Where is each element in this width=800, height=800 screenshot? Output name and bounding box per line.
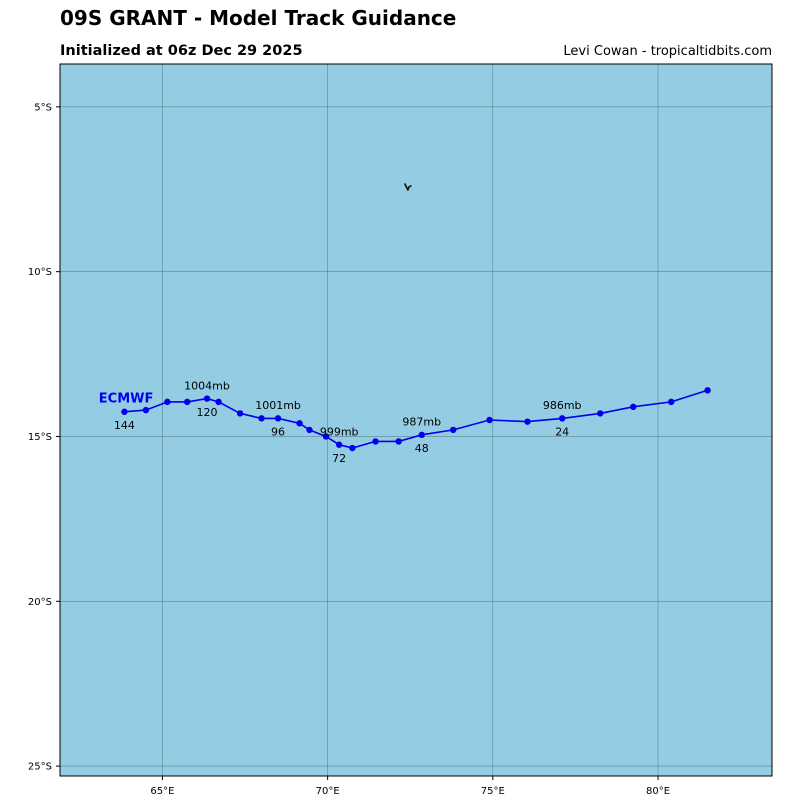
track-point — [558, 415, 566, 422]
island-coastline-icon — [404, 183, 412, 191]
track-point-label: 1004mb — [184, 379, 230, 392]
track-point — [236, 410, 244, 417]
track-point — [335, 441, 343, 448]
track-point — [704, 387, 711, 394]
track-point — [349, 444, 356, 452]
track-point-label: 96 — [271, 426, 285, 439]
lat-tick-label: 20°S — [28, 597, 52, 608]
track-point-label: 986mb — [543, 399, 582, 412]
track-point-label: 999mb — [320, 426, 359, 439]
track-point-label: 1001mb — [255, 399, 301, 412]
lat-tick-label: 5°S — [34, 102, 52, 113]
axis-ticks: 65°E 70°E 75°E 80°E 5°S 10°S 15°S 20°S 25°S — [28, 102, 670, 797]
chart-title: 09S GRANT - Model Track Guidance — [60, 6, 457, 30]
track-point-label: 987mb — [402, 416, 441, 429]
ocean-background — [60, 64, 772, 776]
lat-tick-label: 10°S — [28, 267, 52, 278]
track-point — [258, 415, 265, 422]
lon-tick-label: 70°E — [316, 786, 340, 797]
track-point — [395, 438, 402, 445]
track-layer: 986mb 24 987mb 48 999mb 72 1001mb 96 1004mb 120 14… — [99, 379, 711, 465]
track-point — [164, 398, 171, 406]
track-point — [372, 438, 379, 445]
track-point — [322, 433, 330, 440]
track-point — [668, 398, 675, 406]
init-time-subtitle: Initialized at 06z Dec 29 2025 — [60, 43, 303, 59]
lat-tick-label: 15°S — [28, 432, 52, 443]
track-point — [449, 426, 457, 434]
lat-tick-label: 25°S — [28, 762, 52, 773]
track-point-label: 72 — [332, 452, 346, 465]
track-point — [203, 395, 211, 402]
track-point-label: 144 — [114, 419, 135, 432]
track-point — [121, 408, 128, 415]
lon-tick-label: 80°E — [646, 786, 670, 797]
track-point — [215, 398, 222, 406]
track-point — [274, 415, 282, 422]
track-point — [524, 418, 531, 425]
track-point-label: 48 — [415, 442, 429, 455]
island-marker — [404, 183, 412, 191]
track-point-label: 120 — [197, 406, 218, 419]
track-point — [184, 398, 191, 406]
lon-tick-label: 65°E — [150, 786, 174, 797]
track-point — [142, 406, 150, 414]
track-point-label: 24 — [555, 426, 569, 439]
map-frame — [59, 63, 773, 777]
track-point — [306, 426, 313, 434]
track-point — [486, 416, 493, 424]
grid-lines — [60, 64, 772, 776]
credit-text: Levi Cowan - tropicaltidbits.com — [563, 44, 772, 59]
track-point — [296, 420, 303, 427]
model-name-label: ECMWF — [99, 392, 154, 407]
track-point — [630, 403, 637, 411]
track-point — [596, 410, 604, 417]
lon-tick-label: 75°E — [481, 786, 505, 797]
track-point — [418, 431, 425, 439]
